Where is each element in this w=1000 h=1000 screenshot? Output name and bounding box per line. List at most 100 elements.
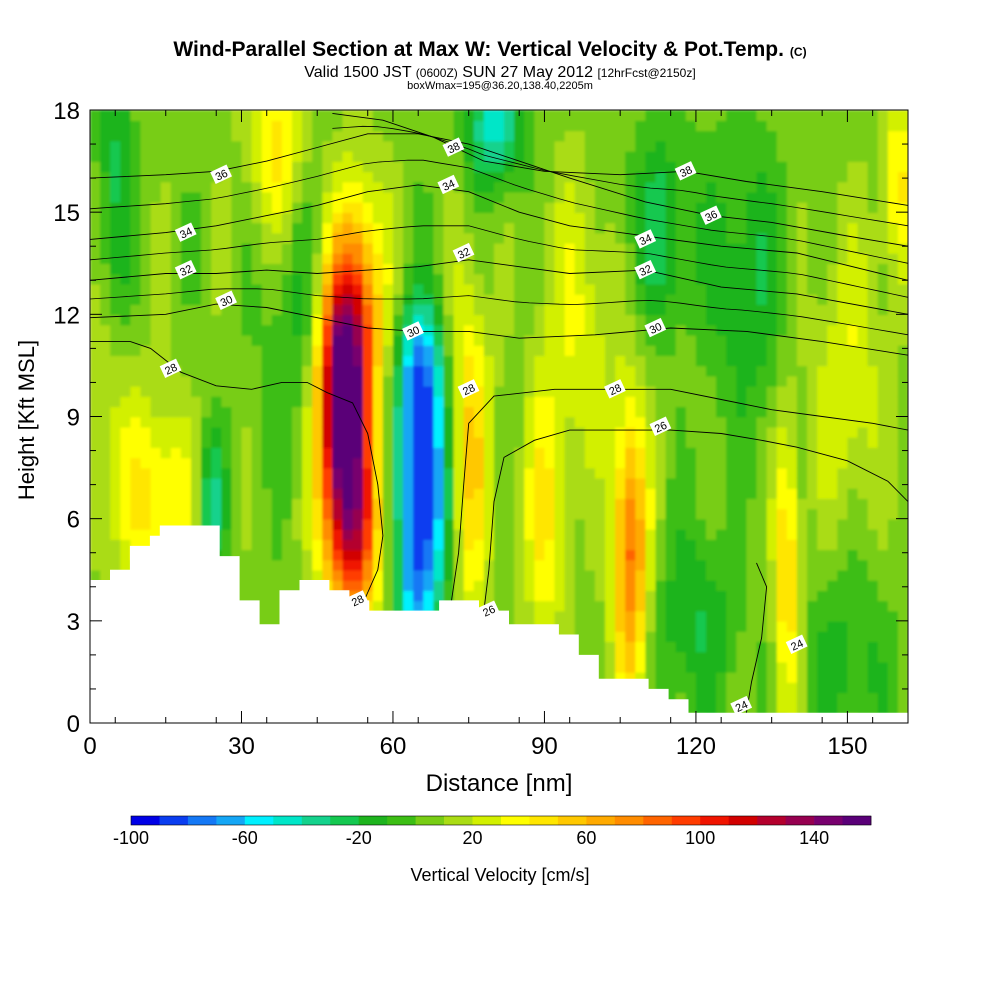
velocity-cell (877, 528, 889, 540)
velocity-cell (827, 590, 839, 602)
velocity-cell (837, 334, 849, 346)
velocity-cell (180, 406, 192, 418)
velocity-cell (675, 232, 687, 244)
velocity-cell (766, 426, 778, 438)
velocity-cell (473, 293, 485, 305)
velocity-cell (524, 242, 536, 254)
velocity-cell (372, 396, 384, 408)
velocity-cell (857, 385, 869, 397)
velocity-cell (473, 488, 485, 499)
velocity-cell (857, 130, 869, 142)
velocity-cell (877, 426, 889, 438)
velocity-cell (615, 426, 626, 438)
velocity-cell (685, 171, 697, 183)
velocity-cell (534, 528, 546, 540)
velocity-cell (574, 508, 586, 520)
velocity-cell (706, 110, 717, 121)
velocity-cell (685, 140, 697, 152)
velocity-cell (574, 130, 586, 142)
velocity-cell (695, 539, 707, 551)
velocity-cell (393, 334, 404, 346)
velocity-cell (695, 406, 707, 418)
velocity-cell (716, 702, 727, 714)
contour-label-text: 26 (481, 603, 497, 619)
velocity-cell (322, 508, 334, 520)
velocity-cell (605, 528, 616, 540)
velocity-cell (302, 375, 313, 387)
velocity-cell (372, 457, 384, 469)
velocity-cell (726, 620, 738, 632)
velocity-cell (514, 590, 525, 602)
velocity-cell (837, 120, 849, 132)
velocity-cell (716, 232, 727, 244)
velocity-cell (322, 202, 334, 213)
velocity-cell (726, 150, 738, 162)
velocity-cell (372, 600, 384, 612)
velocity-cell (191, 457, 202, 469)
velocity-cell (594, 651, 606, 663)
velocity-cell (897, 702, 908, 714)
velocity-cell (372, 222, 384, 234)
velocity-cell (766, 416, 778, 428)
velocity-cell (615, 436, 626, 448)
velocity-cell (201, 232, 212, 244)
velocity-cell (382, 120, 394, 132)
velocity-cell (574, 365, 586, 377)
velocity-cell (261, 191, 273, 203)
velocity-cell (463, 518, 475, 530)
velocity-cell (241, 171, 253, 183)
velocity-cell (807, 539, 818, 551)
velocity-cell (746, 345, 758, 356)
velocity-cell (574, 528, 586, 540)
velocity-cell (433, 559, 445, 571)
velocity-cell (776, 355, 788, 367)
velocity-cell (403, 508, 414, 520)
velocity-cell (594, 406, 606, 418)
velocity-cell (615, 304, 626, 316)
velocity-cell (645, 385, 657, 397)
y-tick-label: 6 (67, 507, 80, 534)
velocity-cell (100, 477, 111, 489)
velocity-cell (817, 120, 828, 132)
velocity-cell (494, 406, 505, 418)
velocity-cell (695, 191, 707, 203)
velocity-cell (827, 304, 839, 316)
velocity-cell (736, 273, 748, 285)
velocity-cell (706, 528, 717, 540)
velocity-cell (615, 120, 626, 132)
velocity-cell (251, 498, 263, 510)
velocity-cell (403, 191, 414, 203)
velocity-cell (90, 365, 101, 377)
velocity-cell (665, 498, 677, 510)
velocity-cell (857, 324, 869, 336)
velocity-cell (393, 477, 404, 489)
velocity-cell (534, 569, 546, 581)
velocity-cell (594, 161, 606, 173)
velocity-cell (605, 212, 616, 224)
velocity-cell (463, 345, 475, 356)
velocity-cell (403, 150, 414, 162)
velocity-cell (706, 488, 717, 499)
velocity-cell (827, 447, 839, 459)
velocity-cell (867, 631, 879, 642)
velocity-cell (847, 140, 859, 152)
velocity-cell (423, 110, 435, 121)
velocity-cell (817, 569, 828, 581)
velocity-cell (180, 324, 192, 336)
velocity-cell (221, 539, 233, 551)
velocity-cell (574, 283, 586, 295)
velocity-cell (786, 518, 798, 530)
velocity-cell (625, 416, 637, 428)
velocity-cell (90, 283, 101, 295)
velocity-cell (302, 559, 313, 571)
velocity-cell (615, 283, 626, 295)
velocity-cell (675, 436, 687, 448)
velocity-cell (302, 232, 313, 244)
velocity-cell (352, 467, 364, 479)
velocity-cell (90, 191, 101, 203)
velocity-cell (786, 457, 798, 469)
velocity-cell (807, 242, 818, 254)
velocity-cell (191, 355, 202, 367)
velocity-cell (675, 549, 687, 561)
velocity-cell (90, 212, 101, 224)
